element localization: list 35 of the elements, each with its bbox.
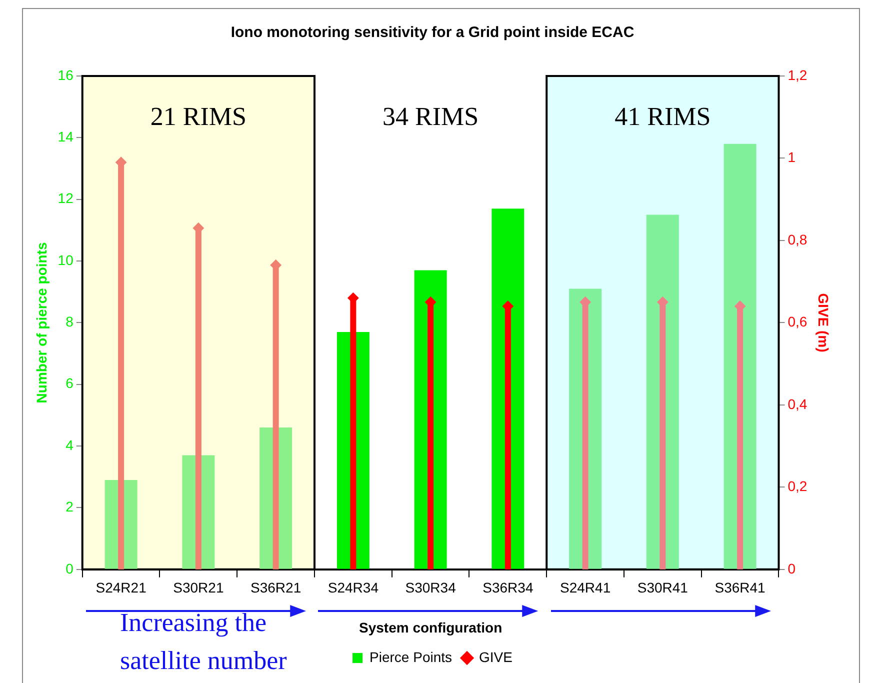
legend-label: GIVE [479,648,512,665]
y-tick-label: 14 [58,128,74,145]
y2-axis-title: GIVE (m) [816,293,832,352]
y-tick-label: 0 [66,560,74,576]
x-axis-title: System configuration [358,619,502,636]
y2-tick-label: 0,4 [788,396,808,412]
y-tick-label: 6 [66,375,74,392]
legend-label: Pierce Points [370,648,452,665]
x-tick-label: S24R34 [328,580,379,596]
band-label: 21 RIMS [150,102,246,131]
y2-tick-label: 0,8 [788,231,808,248]
y-tick-label: 4 [66,436,74,453]
y-tick-label: 8 [66,314,74,330]
x-tick-label: S30R34 [405,580,456,596]
chart-title: Iono monotoring sensitivity for a Grid point inside ECAC [230,24,634,42]
x-tick-label: S36R34 [482,580,534,596]
y-axis-title: Number of pierce points [33,242,50,404]
band-label: 41 RIMS [614,102,711,131]
x-tick-label: S36R41 [714,580,766,596]
text: Increasing the satellite number [120,607,288,677]
x-tick-label: S36R21 [250,580,302,596]
y-tick-label: 12 [58,190,74,206]
y-tick-label: 16 [58,66,74,83]
y2-tick-label: 1 [788,149,796,166]
y2-tick-label: 0 [788,560,796,576]
x-tick-label: S24R41 [560,580,611,596]
y-tick-label: 2 [66,498,74,515]
x-tick-label: S24R21 [96,580,147,596]
annotation: 34 RIMS [382,102,479,131]
y2-tick-label: 0,6 [788,314,808,330]
y2-tick-label: 1,2 [788,66,808,83]
y2-tick-label: 0,2 [788,478,808,494]
y-tick-label: 10 [58,252,74,268]
x-tick-label: S30R21 [173,580,224,596]
x-tick-label: S30R41 [637,580,688,596]
